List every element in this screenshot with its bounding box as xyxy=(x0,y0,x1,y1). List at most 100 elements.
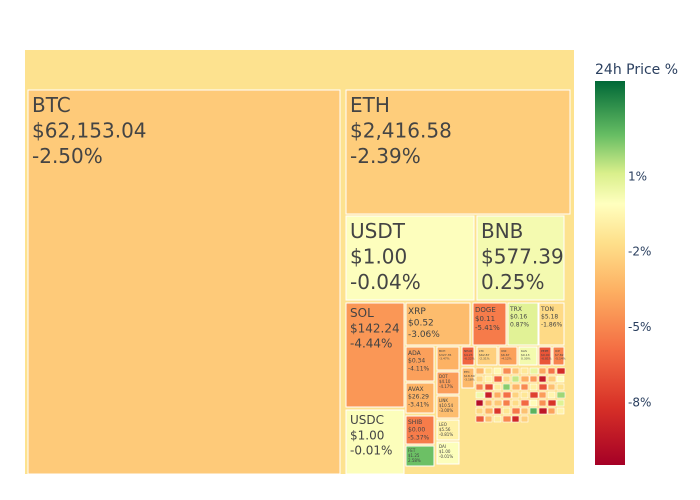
treemap-tile-ton[interactable] xyxy=(538,302,565,346)
treemap-small-tile[interactable] xyxy=(547,391,556,399)
treemap-small-tile[interactable] xyxy=(529,383,538,391)
treemap-small-tile[interactable] xyxy=(529,399,538,407)
treemap-tile-bch[interactable] xyxy=(436,346,460,371)
treemap-small-tile[interactable] xyxy=(520,367,529,375)
treemap-tile-shib[interactable] xyxy=(405,415,435,445)
treemap-tile-link[interactable] xyxy=(436,395,460,419)
treemap-small-tile[interactable] xyxy=(475,415,485,423)
treemap-tile-etc[interactable] xyxy=(461,367,475,389)
treemap-small-tile[interactable] xyxy=(520,415,529,423)
treemap-small-tile[interactable] xyxy=(475,375,484,383)
treemap-tile-text: UNI xyxy=(501,349,506,353)
treemap-small-tile[interactable] xyxy=(511,391,520,399)
treemap-tile-icp[interactable] xyxy=(552,346,565,366)
treemap-small-tile[interactable] xyxy=(502,391,512,399)
treemap-tile-btc[interactable] xyxy=(27,89,341,475)
treemap-tile-ltc[interactable] xyxy=(476,346,498,366)
treemap-small-tile[interactable] xyxy=(556,367,566,375)
treemap-tile-text: PEPE xyxy=(541,349,549,353)
treemap-small-tile[interactable] xyxy=(493,415,502,423)
treemap-small-tile[interactable] xyxy=(529,367,539,375)
treemap-small-tile[interactable] xyxy=(475,399,484,407)
treemap-small-tile[interactable] xyxy=(502,367,512,375)
treemap-small-tile[interactable] xyxy=(547,407,556,415)
treemap-small-tile[interactable] xyxy=(556,375,565,383)
treemap-tile-leo[interactable] xyxy=(436,419,460,441)
treemap-tile-text: -4.11% xyxy=(408,365,430,372)
treemap-small-tile[interactable] xyxy=(520,399,530,407)
treemap-tile-uni[interactable] xyxy=(498,346,518,366)
treemap-small-tile[interactable] xyxy=(475,367,485,375)
treemap-small-tile[interactable] xyxy=(493,391,502,399)
treemap-small-tile[interactable] xyxy=(538,375,547,383)
treemap-small-tile[interactable] xyxy=(547,399,557,407)
treemap-tile-fet[interactable] xyxy=(405,445,435,467)
treemap-small-tile[interactable] xyxy=(547,383,556,391)
treemap-small-tile[interactable] xyxy=(475,383,484,391)
treemap-small-tile[interactable] xyxy=(520,383,529,391)
treemap-small-tile[interactable] xyxy=(502,399,511,407)
treemap-small-tile[interactable] xyxy=(556,383,565,391)
treemap-tile-avax[interactable] xyxy=(405,382,435,414)
treemap-small-tile[interactable] xyxy=(556,407,565,415)
treemap-small-tile[interactable] xyxy=(556,399,565,407)
treemap-small-tile[interactable] xyxy=(547,367,556,375)
treemap-tile-text: $0.34 xyxy=(408,358,425,365)
treemap-small-tile[interactable] xyxy=(493,399,503,407)
treemap-small-tile[interactable] xyxy=(511,407,521,415)
treemap-small-tile[interactable] xyxy=(493,375,503,383)
treemap-small-tile[interactable] xyxy=(538,391,547,399)
treemap-small-tile[interactable] xyxy=(529,391,539,399)
treemap-tile-text: $4.23 xyxy=(464,353,473,357)
treemap-small-tile[interactable] xyxy=(484,375,493,383)
treemap-tile-doge[interactable] xyxy=(472,302,507,346)
treemap-small-tile[interactable] xyxy=(475,391,485,399)
treemap-small-tile[interactable] xyxy=(529,407,538,415)
treemap-small-tile[interactable] xyxy=(493,367,502,375)
treemap-tile-dot[interactable] xyxy=(436,371,460,395)
treemap-small-tile[interactable] xyxy=(520,407,529,415)
treemap-tile-sol[interactable] xyxy=(345,302,405,408)
treemap-small-tile[interactable] xyxy=(502,383,511,391)
treemap-tile-pepe[interactable] xyxy=(538,346,552,366)
treemap-small-tile[interactable] xyxy=(475,407,484,415)
treemap-tile-text: $10.54 xyxy=(439,403,453,408)
treemap-small-tile[interactable] xyxy=(511,415,520,423)
treemap-small-tile[interactable] xyxy=(493,407,502,415)
treemap-tile-text: -1.86% xyxy=(541,321,563,328)
treemap-tile-xrp[interactable] xyxy=(405,302,471,346)
treemap-tile-bnb[interactable] xyxy=(476,215,565,301)
treemap-tile-dai[interactable] xyxy=(436,441,460,465)
treemap-small-tile[interactable] xyxy=(484,383,494,391)
treemap-small-tile[interactable] xyxy=(484,399,493,407)
treemap-small-tile[interactable] xyxy=(538,383,548,391)
treemap-tile-usdt[interactable] xyxy=(345,215,475,301)
treemap-tile-text: USDT xyxy=(350,219,406,243)
treemap-tile-trx[interactable] xyxy=(507,302,539,346)
treemap-small-tile[interactable] xyxy=(484,415,493,423)
treemap-small-tile[interactable] xyxy=(511,367,520,375)
treemap-small-tile[interactable] xyxy=(484,407,494,415)
treemap-small-tile[interactable] xyxy=(529,375,538,383)
treemap-small-tile[interactable] xyxy=(520,391,529,399)
treemap-small-tile[interactable] xyxy=(511,399,520,407)
treemap-small-tile[interactable] xyxy=(538,399,547,407)
treemap-tile-eth[interactable] xyxy=(345,89,571,215)
treemap-small-tile[interactable] xyxy=(484,391,493,399)
treemap-small-tile[interactable] xyxy=(538,367,547,375)
treemap-small-tile[interactable] xyxy=(511,375,520,383)
treemap-tile-ada[interactable] xyxy=(405,346,435,382)
treemap-small-tile[interactable] xyxy=(538,407,548,415)
treemap-tile-near[interactable] xyxy=(461,346,475,366)
treemap-small-tile[interactable] xyxy=(556,391,566,399)
treemap-small-tile[interactable] xyxy=(484,367,493,375)
treemap-tile-kas[interactable] xyxy=(518,346,538,366)
treemap-tile-usdc[interactable] xyxy=(345,409,405,475)
treemap-small-tile[interactable] xyxy=(502,407,511,415)
treemap-small-tile[interactable] xyxy=(511,383,521,391)
treemap-small-tile[interactable] xyxy=(502,375,511,383)
treemap-small-tile[interactable] xyxy=(493,383,502,391)
treemap-small-tile[interactable] xyxy=(502,415,512,423)
treemap-small-tile[interactable] xyxy=(520,375,530,383)
treemap-small-tile[interactable] xyxy=(547,375,557,383)
